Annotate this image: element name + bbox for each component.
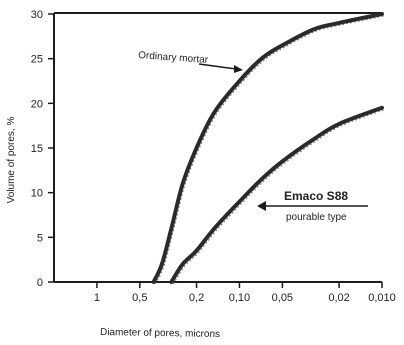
curve-emaco-s88-shadow [172,109,385,285]
y-tick-label: 0 [37,277,43,289]
data-point [195,249,198,252]
y-axis-title: Volume of pores, % [6,117,17,204]
data-point [260,57,263,60]
y-ticks: 0 5 10 15 20 25 30 [31,9,54,289]
ordinary-mortar-arrowhead [234,65,243,73]
y-tick-label: 30 [31,9,43,21]
data-point [181,263,184,265]
ordinary-mortar-arrow [198,63,237,70]
curve-emaco-s88 [169,105,384,284]
data-point [213,227,216,230]
x-tick-label: 0,10 [229,292,250,304]
data-point [313,28,315,31]
x-tick-label: 0,010 [368,292,396,304]
y-tick-label: 10 [31,188,43,200]
data-point [281,44,284,47]
data-point [313,138,315,140]
data-point [170,227,173,230]
x-tick-label: 0,2 [189,292,204,304]
data-point [238,80,241,82]
annotations: Ordinary mortar Emaco S88 pourable type [138,50,368,223]
data-point [161,263,163,265]
data-point [260,178,263,181]
data-point [238,200,241,203]
x-axis-title: Diameter of pores, microns [100,327,220,340]
emaco-arrowhead [257,201,266,211]
curve-ordinary-mortar [151,12,384,284]
y-tick-label: 5 [37,232,43,244]
x-tick-label: 0,5 [132,292,147,304]
data-point [381,13,383,15]
data-point [170,281,173,283]
data-point [181,182,184,185]
y-tick-label: 25 [31,54,43,66]
series-label-emaco-line2: pourable type [286,212,347,223]
curve-ordinary-mortar-shadow [155,15,385,285]
data-point [281,160,284,163]
series-label-emaco-line1: Emaco S88 [284,189,348,203]
series-label-ordinary-mortar: Ordinary mortar [138,50,209,66]
data-point [381,107,383,109]
y-tick-label: 15 [31,143,43,155]
data-point [152,281,155,283]
axes [53,12,382,283]
series-layer [151,12,385,285]
data-point [338,22,340,24]
data-point [195,147,198,149]
x-tick-label: 0,05 [272,292,293,304]
x-ticks: 1 0,5 0,2 0,10 0,05 0,02 0,010 [94,282,396,304]
x-tick-label: 0,02 [328,292,349,304]
data-point [338,123,340,125]
data-point [213,111,216,114]
y-tick-label: 20 [31,98,43,110]
x-tick-label: 1 [94,292,100,304]
